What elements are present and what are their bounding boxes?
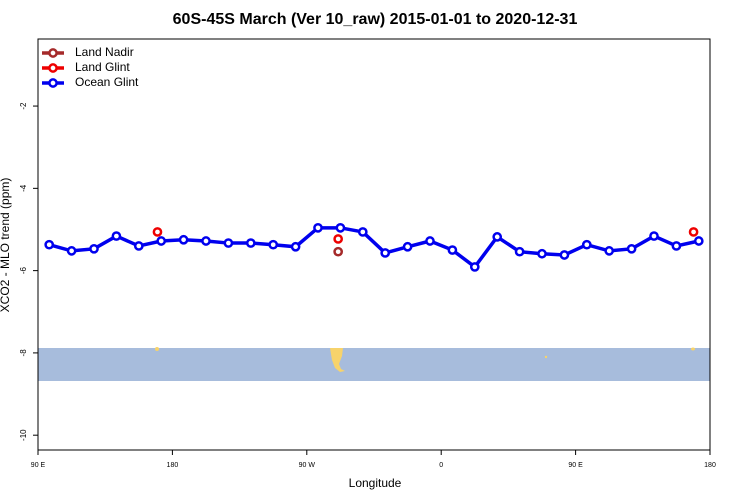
point xyxy=(402,241,413,252)
point xyxy=(671,241,682,251)
point xyxy=(492,232,503,242)
land-shapes xyxy=(155,347,695,372)
legend-marker xyxy=(48,48,58,58)
point xyxy=(333,246,344,257)
point xyxy=(514,246,525,257)
x-tick-label: 90 E xyxy=(568,462,583,469)
legend-label: Land Glint xyxy=(75,60,130,74)
point xyxy=(156,236,167,246)
point xyxy=(581,239,592,250)
point xyxy=(537,248,547,259)
point xyxy=(649,231,659,241)
point xyxy=(447,245,458,255)
x-axis-label: Longitude xyxy=(349,476,402,490)
x-tick-label: 90 E xyxy=(31,462,46,469)
point xyxy=(693,236,704,246)
point xyxy=(223,238,234,248)
point xyxy=(559,250,570,260)
point xyxy=(335,222,346,233)
x-tick-label: 180 xyxy=(167,462,179,469)
point xyxy=(333,234,344,244)
point xyxy=(133,241,144,251)
point xyxy=(290,241,301,252)
legend-marker xyxy=(48,63,58,73)
point xyxy=(604,246,615,256)
point xyxy=(688,227,699,237)
y-tick-label: -10 xyxy=(19,429,28,441)
y-tick-label: -6 xyxy=(19,267,28,275)
x-tick-label: 90 W xyxy=(299,462,316,469)
legend-label: Ocean Glint xyxy=(75,75,139,89)
point xyxy=(357,227,368,237)
point xyxy=(245,238,256,248)
y-tick-label: -8 xyxy=(19,349,28,357)
legend-label: Land Nadir xyxy=(75,45,134,59)
series-line xyxy=(48,226,700,270)
legend-marker xyxy=(48,78,58,88)
point xyxy=(44,239,55,250)
chart-title: 60S-45S March (Ver 10_raw) 2015-01-01 to… xyxy=(173,11,578,28)
point xyxy=(89,243,99,254)
point xyxy=(66,246,77,256)
x-tick-label: 0 xyxy=(439,462,443,469)
map-band xyxy=(38,348,710,381)
point xyxy=(152,227,163,237)
y-axis-label: XCO2 - MLO trend (ppm) xyxy=(0,178,12,313)
y-tick-label: -4 xyxy=(19,184,28,192)
point xyxy=(380,248,391,258)
point xyxy=(201,236,211,246)
point xyxy=(313,222,323,233)
point xyxy=(626,243,637,254)
point xyxy=(268,239,279,250)
y-tick-label: -2 xyxy=(19,102,28,110)
point xyxy=(469,262,480,272)
x-tick-label: 180 xyxy=(704,462,716,469)
point xyxy=(178,234,189,245)
point xyxy=(425,236,435,246)
point xyxy=(111,231,122,241)
plot-frame xyxy=(37,38,711,451)
